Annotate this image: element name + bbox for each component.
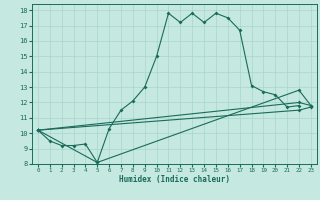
X-axis label: Humidex (Indice chaleur): Humidex (Indice chaleur) <box>119 175 230 184</box>
